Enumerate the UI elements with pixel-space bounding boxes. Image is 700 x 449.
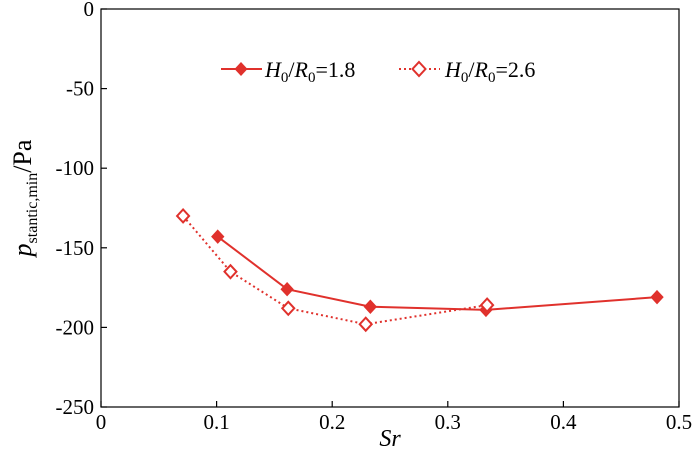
legend-label-1: H0/R0=1.8 bbox=[264, 57, 355, 86]
y-tick-label: -250 bbox=[56, 395, 95, 419]
series-layer bbox=[175, 207, 664, 333]
legend-entry-2: H0/R0=2.6 bbox=[399, 57, 535, 86]
x-axis: 0 0.1 0.2 0.3 0.4 0.5 bbox=[96, 401, 692, 434]
plot-frame bbox=[100, 8, 680, 408]
legend-entry-1: H0/R0=1.8 bbox=[221, 57, 355, 86]
series-2-point bbox=[280, 300, 296, 317]
y-axis-title-unit: /Pa bbox=[8, 139, 37, 173]
series-2-point bbox=[358, 316, 374, 333]
series-2-point bbox=[479, 297, 495, 314]
series-1-line bbox=[217, 235, 658, 311]
x-axis-title: Sr bbox=[379, 426, 401, 449]
legend-marker-1 bbox=[234, 62, 248, 76]
y-tick-label: -50 bbox=[66, 77, 94, 101]
legend-marker-2 bbox=[411, 60, 427, 78]
series-2-point bbox=[175, 207, 191, 224]
y-tick-label: 0 bbox=[84, 0, 95, 21]
x-tick-label: 0 bbox=[96, 410, 107, 434]
x-tick-label: 0.5 bbox=[666, 410, 692, 434]
series-2-point bbox=[223, 263, 238, 280]
legend: H0/R0=1.8 H0/R0=2.6 bbox=[221, 57, 535, 86]
legend-label-2: H0/R0=2.6 bbox=[444, 57, 535, 86]
series-1-point bbox=[650, 289, 664, 305]
y-tick-label: -200 bbox=[56, 315, 95, 339]
x-tick-label: 0.1 bbox=[203, 410, 229, 434]
y-axis: 0 -50 -100 -150 -200 -250 bbox=[56, 0, 107, 419]
series-1-point bbox=[211, 229, 225, 244]
plot-border bbox=[100, 8, 680, 408]
y-tick-label: -100 bbox=[56, 156, 95, 180]
x-tick-label: 0.3 bbox=[435, 410, 461, 434]
series-1-point bbox=[280, 281, 294, 297]
y-axis-title-variable: p bbox=[8, 243, 37, 258]
y-axis-title-subscript: stantic,min bbox=[24, 173, 41, 244]
y-tick-label: -150 bbox=[56, 236, 95, 260]
x-tick-label: 0.4 bbox=[550, 410, 577, 434]
series-1-point bbox=[363, 299, 378, 314]
x-tick-label: 0.2 bbox=[319, 410, 345, 434]
y-axis-title: pstantic,min/Pa bbox=[8, 139, 41, 258]
